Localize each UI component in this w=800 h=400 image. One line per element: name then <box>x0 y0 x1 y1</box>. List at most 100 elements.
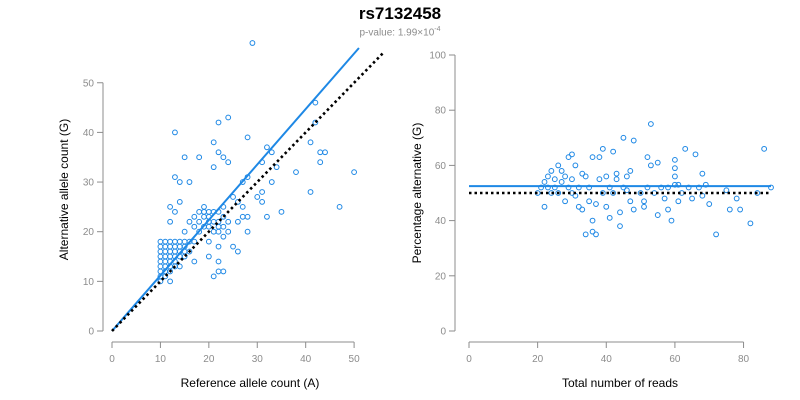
percentage-x-axis-title: Total number of reads <box>562 376 678 390</box>
allele-count-data-point <box>322 149 328 156</box>
percentage-data-point <box>586 184 593 191</box>
allele-count-data-point <box>176 179 183 185</box>
percentage-data-point <box>685 184 692 191</box>
allele-count-data-point <box>220 233 227 240</box>
percentage-data-point <box>647 162 654 169</box>
allele-count-data-point <box>351 169 358 176</box>
allele-count-data-point <box>162 238 169 245</box>
allele-count-data-point <box>196 228 203 235</box>
allele-count-data-point <box>312 119 319 126</box>
percentage-x-tick-label: 40 <box>601 354 613 365</box>
percentage-data-point <box>569 176 575 183</box>
percentage-data-point <box>555 190 562 196</box>
percentage-data-point <box>647 121 654 127</box>
allele-count-data-point <box>196 154 203 161</box>
percentage-data-point <box>579 206 586 213</box>
allele-count-data-point <box>167 238 174 245</box>
percentage-data-point <box>627 198 634 205</box>
percentage-x-tick-label: 0 <box>466 354 472 365</box>
allele-count-data-point <box>167 218 174 225</box>
allele-count-fit-line <box>111 47 360 332</box>
allele-count-data-point <box>196 218 203 225</box>
percentage-data-point <box>551 184 558 191</box>
allele-count-data-point <box>201 203 207 210</box>
percentage-data-point <box>565 154 572 161</box>
percentage-data-point <box>555 162 562 169</box>
percentage-data-point <box>630 137 637 144</box>
percentage-data-point <box>668 217 675 224</box>
allele-count-data-point <box>268 149 275 156</box>
percentage-x-tick-label: 60 <box>669 354 681 365</box>
percentage-data-point <box>699 170 706 177</box>
allele-count-x-axis-title: Reference allele count (A) <box>181 376 320 390</box>
allele-count-data-point <box>244 134 251 141</box>
percentage-data-point <box>582 173 589 180</box>
allele-count-x-tick-label: 0 <box>109 354 115 365</box>
percentage-data-point <box>606 184 613 191</box>
allele-count-data-point <box>215 119 222 126</box>
percentage-data-point <box>747 220 754 227</box>
percentage-data-point <box>620 134 627 141</box>
allele-count-data-point <box>167 253 174 260</box>
percentage-x-tick-label: 80 <box>738 354 750 365</box>
percentage-data-point <box>654 159 661 166</box>
allele-count-data-point <box>312 99 319 106</box>
percentage-data-point <box>689 195 695 202</box>
percentage-data-point <box>672 156 678 163</box>
allele-count-data-point <box>225 114 232 121</box>
allele-count-data-point <box>259 189 266 195</box>
percentage-data-point <box>596 176 603 183</box>
allele-count-data-point <box>162 248 169 255</box>
allele-count-data-point <box>307 139 314 146</box>
percentage-data-point <box>572 162 579 169</box>
percentage-data-point <box>706 201 713 207</box>
allele-count-data-point <box>215 268 222 275</box>
allele-count-data-point <box>220 213 227 220</box>
percentage-data-point <box>589 228 596 235</box>
allele-count-data-point <box>210 228 217 235</box>
percentage-data-point <box>692 151 699 158</box>
allele-count-data-point <box>264 144 270 151</box>
p-value-text: p-value: 1.99×10 <box>359 27 435 39</box>
allele-count-data-point <box>176 238 183 245</box>
allele-count-data-point <box>181 228 188 235</box>
allele-count-data-point <box>210 164 217 171</box>
allele-count-x-tick-label: 30 <box>252 354 264 365</box>
allele-count-data-point <box>293 169 299 176</box>
allele-count-data-point <box>239 203 246 210</box>
allele-count-data-point <box>172 129 178 136</box>
percentage-data-point <box>737 206 744 213</box>
allele-count-data-point <box>157 243 164 250</box>
percentage-data-point <box>589 217 596 224</box>
allele-count-data-point <box>186 248 193 255</box>
percentage-data-point <box>672 173 678 180</box>
allele-count-y-tick-label: 40 <box>83 128 95 139</box>
allele-count-x-tick-label: 40 <box>300 354 312 365</box>
allele-count-y-tick-label: 0 <box>88 327 94 338</box>
allele-count-data-point <box>278 208 285 215</box>
allele-count-data-point <box>249 40 256 46</box>
allele-count-data-point <box>176 199 183 205</box>
allele-count-data-point <box>215 258 222 265</box>
percentage-data-point <box>723 187 730 194</box>
percentage-data-point <box>733 195 740 202</box>
percentage-data-point <box>665 206 671 213</box>
percentage-data-point <box>541 179 548 185</box>
percentage-data-point <box>593 201 599 207</box>
allele-count-data-point <box>201 213 207 220</box>
percentage-data-point <box>768 184 774 191</box>
allele-count-data-point <box>307 189 314 195</box>
percentage-data-point <box>551 176 558 183</box>
percentage-data-point <box>675 198 682 205</box>
percentage-data-point <box>630 206 637 213</box>
allele-count-data-point <box>220 268 227 275</box>
allele-count-data-point <box>230 194 236 200</box>
percentage-data-point <box>545 173 551 180</box>
allele-count-data-point <box>244 228 251 235</box>
percentage-data-point <box>644 154 651 161</box>
percentage-data-point <box>562 198 568 205</box>
percentage-y-tick-label: 0 <box>440 327 446 338</box>
allele-count-reference-line <box>111 52 385 332</box>
percentage-scatter: 0 20 40 60 80 100 0 20 40 60 80 Total number of rea… <box>410 51 774 390</box>
allele-count-data-point <box>167 278 174 285</box>
